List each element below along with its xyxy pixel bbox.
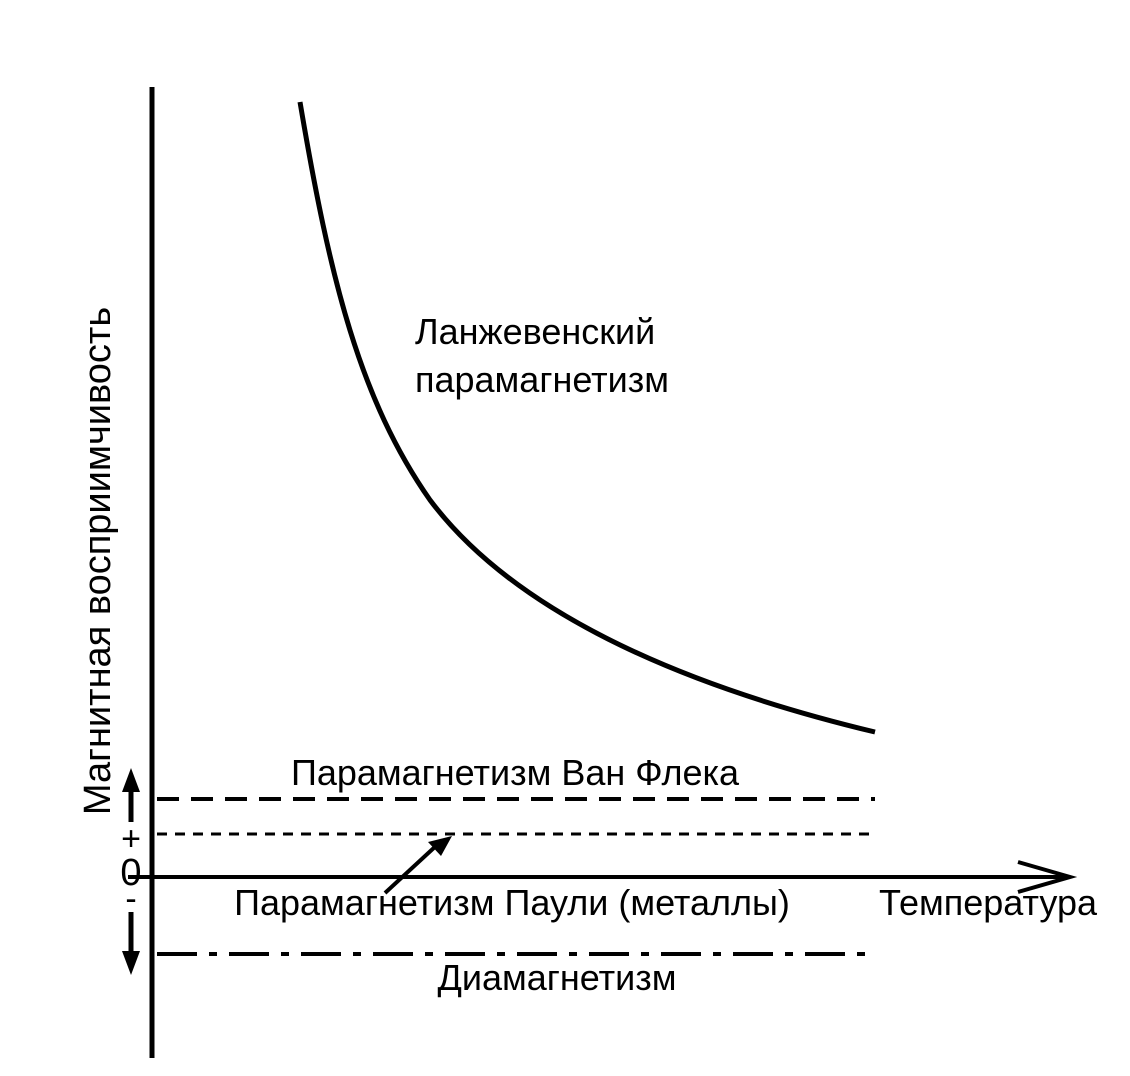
positive-arrow-head xyxy=(122,768,140,792)
zero-label: 0 xyxy=(120,852,141,894)
y-axis-label: Магнитная восприимчивость xyxy=(77,307,119,815)
van-vleck-label: Парамагнетизм Ван Флека xyxy=(291,752,740,793)
minus-sign: - xyxy=(125,880,136,918)
negative-arrow-head xyxy=(122,951,140,975)
x-axis-arrowhead xyxy=(1017,860,1078,894)
x-axis-label: Температура xyxy=(879,882,1098,923)
pauli-label: Парамагнетизм Паули (металлы) xyxy=(234,882,790,923)
pauli-pointer-shaft xyxy=(383,843,439,895)
plus-sign: + xyxy=(121,820,141,858)
diamagnetism-label: Диамагнетизм xyxy=(438,957,677,998)
langevin-label-line1: Ланжевенский xyxy=(415,311,655,352)
langevin-curve xyxy=(297,101,876,735)
pauli-pointer-head xyxy=(428,836,452,856)
langevin-label-line2: парамагнетизм xyxy=(415,359,669,400)
